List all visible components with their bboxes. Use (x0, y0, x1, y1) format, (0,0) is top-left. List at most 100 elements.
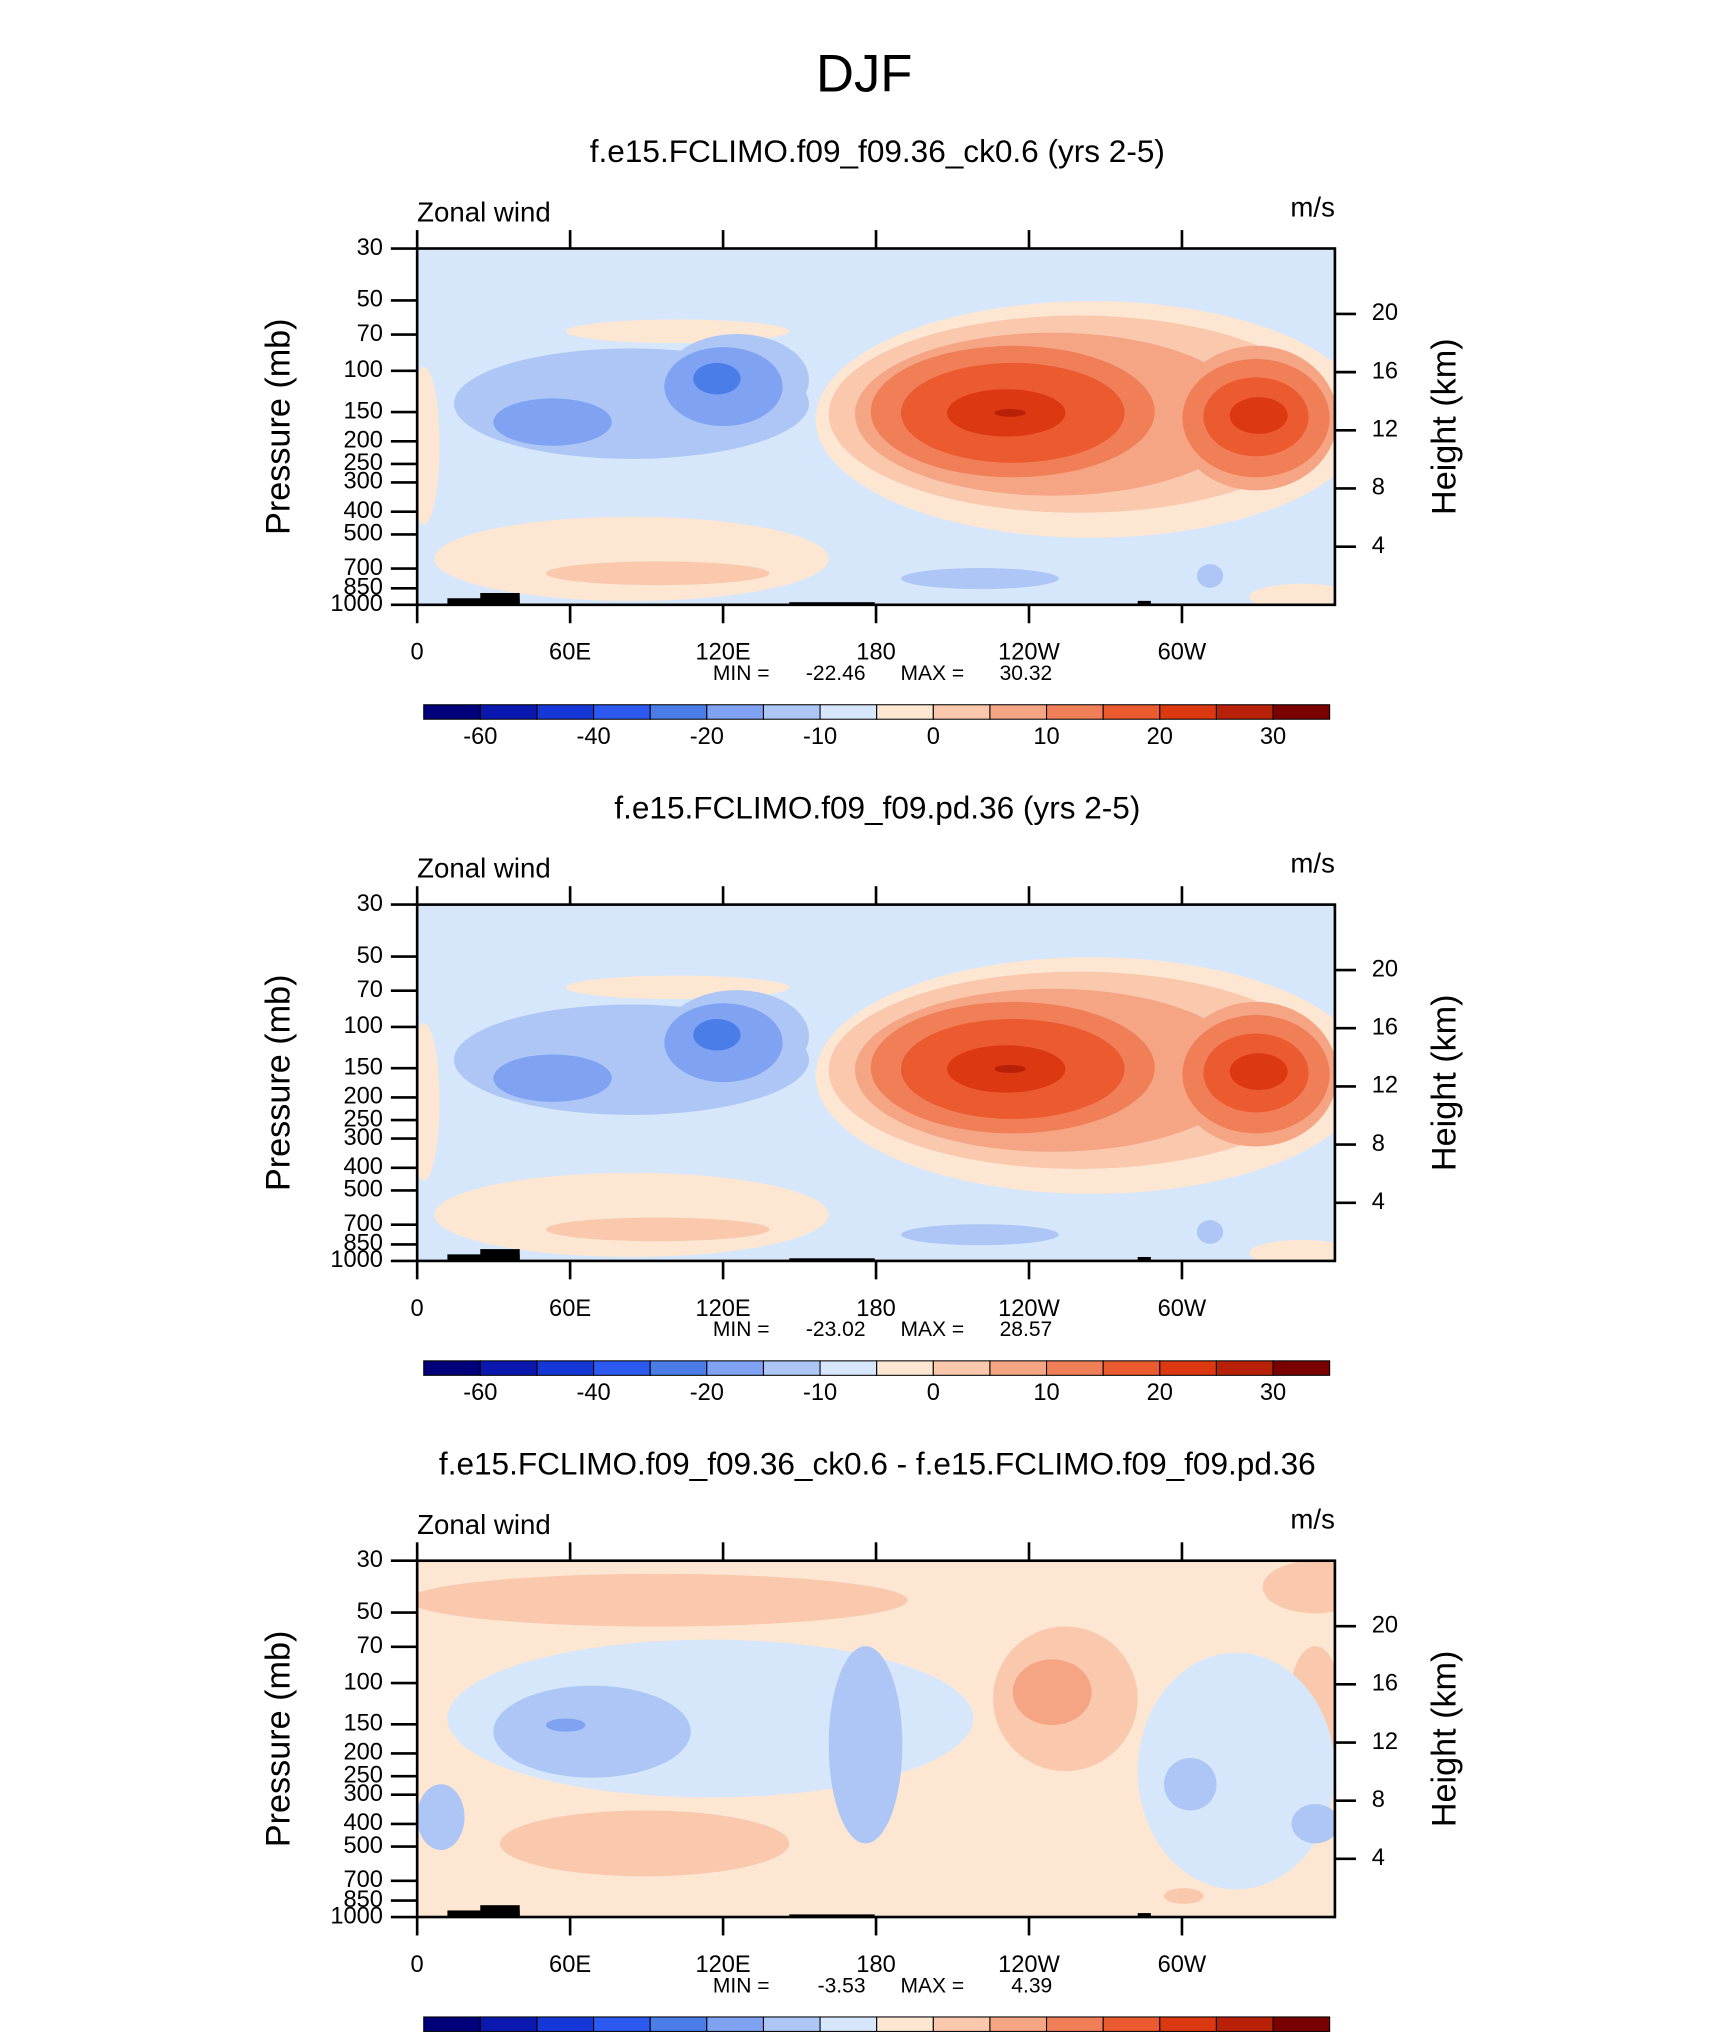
colorbar-box (536, 2016, 595, 2032)
y-tick-label: 300 (343, 1781, 382, 1807)
max-value: 4.39 (1011, 1974, 1052, 1997)
x-tick-label: 120W (998, 1296, 1060, 1322)
x-tick-label: 60W (1158, 640, 1207, 666)
colorbar-label: 12 (1147, 2036, 1173, 2038)
x-tick-label: 60W (1158, 1952, 1207, 1978)
y2-axis-label: Height (km) (1426, 994, 1464, 1171)
y2-tick-label: 20 (1372, 300, 1398, 326)
colorbar-label: 10 (1033, 1380, 1059, 1406)
y-axis-label: Pressure (mb) (259, 1631, 297, 1847)
contour-region (1196, 1220, 1224, 1244)
y-tick-label: 100 (343, 1669, 382, 1695)
y-tick-label: 700 (343, 1867, 382, 1893)
colorbar-label: 10 (1033, 724, 1059, 750)
terrain (480, 1249, 520, 1261)
contour-region (434, 1172, 829, 1257)
x-tick-label: 180 (856, 640, 895, 666)
max-label: MAX = (900, 1974, 964, 1997)
y-tick-label: 100 (343, 1013, 382, 1039)
right-label: m/s (1290, 1504, 1334, 1535)
colorbar-label: 0 (927, 724, 940, 750)
colorbar-box (479, 2016, 538, 2032)
y-tick-label: 300 (343, 469, 382, 495)
contour-region (493, 1054, 612, 1102)
min-label: MIN = (713, 662, 770, 685)
contour-region (828, 1646, 903, 1844)
contour-region (1262, 1560, 1335, 1614)
contour-region (1229, 397, 1288, 434)
contour-region (1249, 1239, 1335, 1261)
colorbar-label: -40 (576, 1380, 610, 1406)
y-tick-label: 1000 (330, 1247, 383, 1273)
contour-region (1229, 1053, 1288, 1091)
y-tick-label: 200 (343, 1740, 382, 1766)
y2-tick-label: 16 (1372, 1671, 1398, 1697)
y-tick-label: 700 (343, 555, 382, 581)
chart-title: f.e15.FCLIMO.f09_f09.36_ck0.6 (yrs 2-5) (590, 133, 1165, 169)
y-tick-label: 50 (357, 943, 383, 969)
colorbar-box (1102, 2016, 1161, 2032)
contour-region (693, 362, 741, 395)
contour-field (417, 904, 1335, 1261)
x-tick-label: 120W (998, 1952, 1060, 1978)
y2-tick-label: 16 (1372, 358, 1398, 384)
contour-region (994, 408, 1026, 417)
colorbar-box (536, 704, 595, 720)
colorbar-label: -18 (463, 2036, 497, 2038)
colorbar-label: 1 (927, 2036, 940, 2038)
colorbar-box (762, 704, 821, 720)
colorbar-label: 0 (927, 1380, 940, 1406)
colorbar-box (1215, 1360, 1274, 1376)
colorbar-label: 18 (1260, 2036, 1286, 2038)
contour-region (1137, 1652, 1335, 1890)
right-label: m/s (1290, 847, 1334, 878)
contour-region (434, 516, 829, 601)
colorbar-box (1215, 2016, 1274, 2032)
colorbar-box (1272, 1360, 1331, 1376)
y-tick-label: 70 (357, 321, 383, 347)
colorbar-label: -20 (690, 724, 724, 750)
contour-region (417, 1022, 440, 1181)
colorbar-box (649, 1360, 708, 1376)
colorbar-box (876, 1360, 934, 1376)
colorbar-box (423, 1360, 481, 1376)
right-label: m/s (1290, 191, 1334, 222)
y2-tick-label: 8 (1372, 1787, 1385, 1813)
y-tick-label: 200 (343, 1084, 382, 1110)
colorbar-label: 9 (1097, 2036, 1110, 2038)
contour-region (1163, 1757, 1217, 1811)
y2-tick-label: 4 (1372, 1845, 1385, 1871)
max-value: 28.57 (1000, 1318, 1053, 1341)
contour-region (901, 568, 1059, 590)
x-tick-label: 0 (411, 1296, 424, 1322)
y-tick-label: 150 (343, 1054, 382, 1080)
min-value: -23.02 (806, 1318, 866, 1341)
y-tick-label: 30 (357, 891, 383, 917)
contour-region (1163, 1888, 1204, 1904)
colorbar-box (479, 704, 538, 720)
y-tick-label: 500 (343, 521, 382, 547)
colorbar-box (932, 2016, 991, 2032)
colorbar-box (932, 1360, 991, 1376)
colorbar-box (1215, 704, 1274, 720)
y2-tick-label: 8 (1372, 1131, 1385, 1157)
y-tick-label: 70 (357, 977, 383, 1003)
y-tick-label: 100 (343, 357, 382, 383)
y-tick-label: 850 (343, 1887, 382, 1913)
terrain (1137, 600, 1151, 605)
colorbar-label: 20 (1147, 1380, 1173, 1406)
contour-region (546, 1718, 586, 1732)
colorbar-box (989, 704, 1048, 720)
colorbar-box (423, 2016, 481, 2032)
contour-region (1012, 1659, 1092, 1726)
colorbar-label: -60 (463, 1380, 497, 1406)
colorbar-label: 20 (1147, 724, 1173, 750)
y-tick-label: 250 (343, 450, 382, 476)
colorbar-box (1046, 2016, 1104, 2032)
x-tick-label: 120E (695, 1952, 750, 1978)
left-label: Zonal wind (417, 1509, 551, 1540)
colorbar-label: -6 (696, 2036, 717, 2038)
y2-tick-label: 12 (1372, 1073, 1398, 1099)
colorbar-box (932, 704, 991, 720)
